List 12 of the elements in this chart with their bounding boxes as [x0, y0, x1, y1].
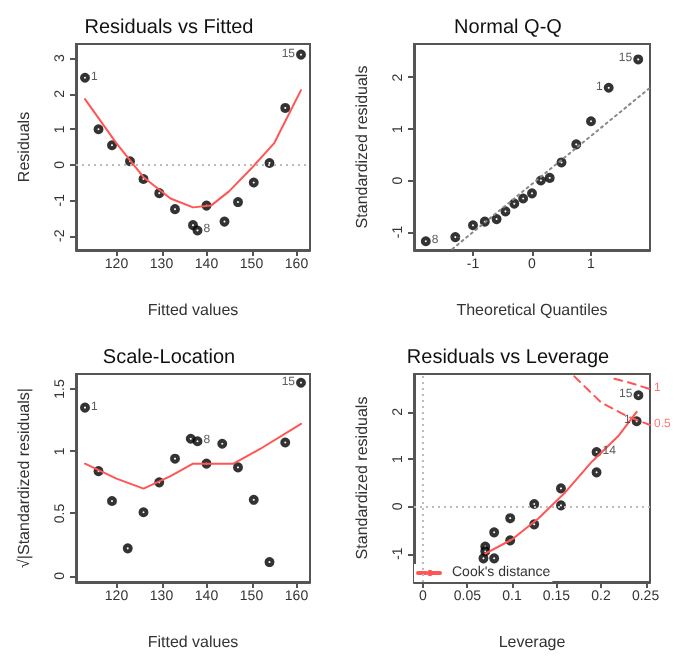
y-axis-title: Standardized residuals [353, 65, 371, 229]
x-axis-title: Theoretical Quantiles [456, 301, 608, 319]
x-axis-title: Leverage [498, 633, 567, 651]
y-axis-title: Residuals [15, 111, 33, 183]
y-axis-title: Standardized residuals [353, 396, 371, 560]
x-axis-title: Fitted values [147, 301, 239, 319]
y-axis-title: √|Standardized residuals| [15, 388, 33, 568]
chart-title: Normal Q-Q [454, 17, 563, 39]
chart-title: Residuals vs Fitted [84, 17, 254, 39]
x-axis-title: Fitted values [147, 633, 239, 651]
chart-title: Scale-Location [102, 347, 236, 369]
chart-title: Residuals vs Leverage [406, 347, 611, 369]
